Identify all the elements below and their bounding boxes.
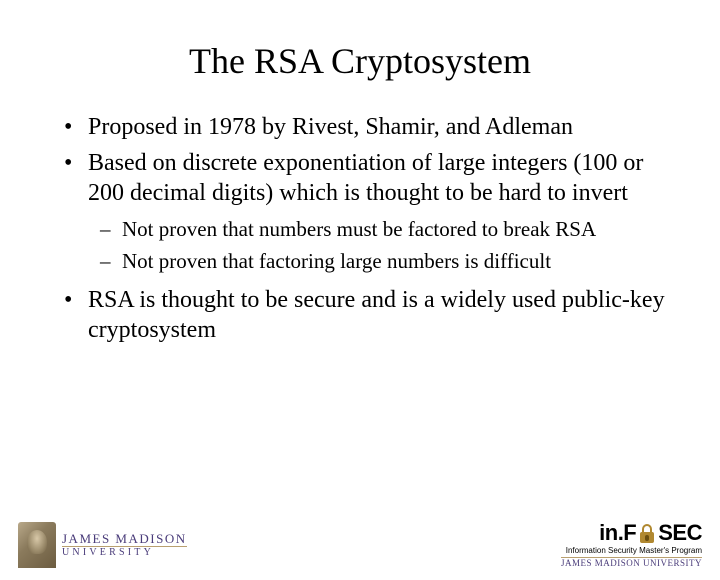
portrait-icon: [18, 522, 56, 568]
sub-bullet-text: Not proven that numbers must be factored…: [122, 217, 596, 241]
infosec-text-post: SEC: [658, 520, 702, 546]
slide-title: The RSA Cryptosystem: [0, 40, 720, 82]
bullet-text: Proposed in 1978 by Rivest, Shamir, and …: [88, 114, 573, 140]
lock-icon: [637, 523, 657, 543]
jmu-text: JAMES MADISON UNIVERSITY: [62, 532, 187, 558]
sub-bullet-item: Not proven that factoring large numbers …: [98, 248, 665, 274]
bullet-text: Based on discrete exponentiation of larg…: [88, 150, 643, 206]
footer-logo-right: in.F SEC Information Security Master's P…: [561, 520, 702, 568]
sub-bullet-list: Not proven that numbers must be factored…: [88, 216, 665, 275]
jmu-university: UNIVERSITY: [62, 546, 187, 558]
footer-logo-left: JAMES MADISON UNIVERSITY: [18, 522, 187, 568]
bullet-text: RSA is thought to be secure and is a wid…: [88, 287, 665, 343]
sub-bullet-text: Not proven that factoring large numbers …: [122, 249, 551, 273]
jmu-name: JAMES MADISON: [62, 532, 187, 545]
infosec-logo: in.F SEC: [599, 520, 702, 546]
bullet-list: Proposed in 1978 by Rivest, Shamir, and …: [60, 112, 665, 345]
slide: The RSA Cryptosystem Proposed in 1978 by…: [0, 40, 720, 580]
sub-bullet-item: Not proven that numbers must be factored…: [98, 216, 665, 242]
infosec-text-pre: in.F: [599, 520, 636, 546]
infosec-university: JAMES MADISON UNIVERSITY: [561, 557, 702, 568]
slide-footer: JAMES MADISON UNIVERSITY in.F SEC Inform…: [0, 512, 720, 568]
bullet-item: Based on discrete exponentiation of larg…: [60, 148, 665, 275]
slide-content: Proposed in 1978 by Rivest, Shamir, and …: [0, 112, 720, 345]
bullet-item: Proposed in 1978 by Rivest, Shamir, and …: [60, 112, 665, 142]
infosec-subtitle: Information Security Master's Program: [566, 547, 702, 555]
bullet-item: RSA is thought to be secure and is a wid…: [60, 285, 665, 345]
